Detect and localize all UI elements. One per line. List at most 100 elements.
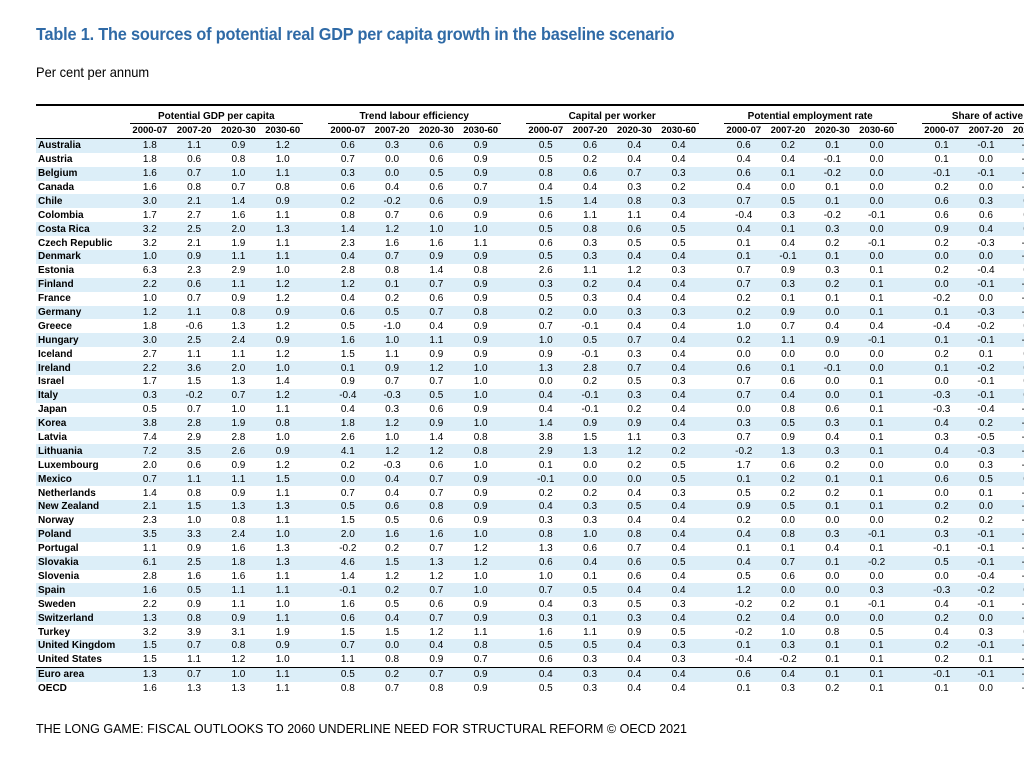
value-cell: 0.0 bbox=[979, 293, 993, 305]
value-cell: 0.5 bbox=[736, 570, 751, 582]
value-cell: -0.1 bbox=[1008, 458, 1024, 472]
table-row: Hungary 3.0 2.5 2.4 0.9 1.6 1.0 1.1 0.9 1.0 0.5 0.7… bbox=[36, 333, 1024, 348]
value-cell: 0.2 bbox=[919, 638, 964, 653]
value-cell: 0.2 bbox=[583, 154, 598, 166]
value-cell: 0.1 bbox=[869, 404, 884, 416]
table-row: Poland 3.5 3.3 2.4 1.0 2.0 1.6 1.6 1.0 0.8 1.0 0.8 0… bbox=[36, 527, 1024, 542]
value-cell: 0.6 bbox=[979, 209, 993, 221]
value-cell: 0.9 bbox=[473, 293, 488, 305]
column-gap bbox=[899, 458, 920, 472]
value-cell: 0.3 bbox=[765, 638, 811, 653]
column-gap bbox=[701, 514, 722, 528]
table-row: Austria 1.8 0.6 0.8 1.0 0.7 0.0 0.6 0.9 0.5 0.2 0.4… bbox=[36, 153, 1024, 167]
value-cell: 2.8 bbox=[171, 416, 217, 431]
value-cell: 0.0 bbox=[963, 250, 1009, 264]
value-cell: 0.4 bbox=[656, 250, 701, 264]
value-cell: 0.4 bbox=[656, 388, 701, 403]
value-cell: 1.3 bbox=[127, 666, 172, 682]
value-cell: 1.1 bbox=[275, 487, 290, 499]
column-gap bbox=[304, 194, 326, 209]
value-cell: -0.1 bbox=[963, 333, 1009, 348]
value-cell: 2.7 bbox=[142, 348, 157, 360]
value-cell: 3.2 bbox=[142, 626, 157, 638]
column-gap bbox=[700, 388, 722, 403]
value-cell: 0.0 bbox=[854, 250, 899, 264]
country-cell: Slovakia bbox=[36, 555, 128, 570]
column-gap bbox=[898, 681, 920, 692]
country-cell: OECD bbox=[36, 681, 128, 692]
value-cell: -0.2 bbox=[933, 293, 951, 305]
value-cell: -0.2 bbox=[1008, 277, 1024, 292]
value-cell: -0.1 bbox=[523, 472, 568, 487]
table-row: Portugal 1.1 0.9 1.6 1.3 -0.2 0.2 0.7 1.2 1.3 0.6 0… bbox=[36, 542, 1024, 556]
column-group-label: Potential GDP per capita bbox=[129, 110, 303, 124]
value-cell: 1.6 bbox=[385, 237, 400, 249]
column-gap bbox=[899, 236, 920, 250]
country-cell: Italy bbox=[36, 388, 128, 403]
table-row: Chile 3.0 2.1 1.4 0.9 0.2 -0.2 0.6 0.9 1.5 1.4 0.8 0… bbox=[36, 194, 1024, 209]
period-header: 2030-60 bbox=[458, 124, 503, 139]
value-cell: 0.1 bbox=[810, 666, 855, 682]
value-cell: 2.2 bbox=[127, 277, 172, 292]
value-cell: 0.6 bbox=[429, 598, 444, 610]
value-cell: 0.7 bbox=[414, 583, 459, 598]
value-cell: 0.1 bbox=[919, 138, 964, 153]
value-cell: 0.4 bbox=[671, 154, 686, 166]
country-cell: Czech Republic bbox=[38, 237, 113, 249]
country-cell: Israel bbox=[38, 376, 65, 388]
value-cell: 0.8 bbox=[231, 154, 246, 166]
value-cell: 1.0 bbox=[275, 154, 290, 166]
column-gap bbox=[503, 375, 524, 389]
value-cell: 1.1 bbox=[583, 626, 598, 638]
value-cell: 1.9 bbox=[275, 626, 290, 638]
value-cell: 0.6 bbox=[325, 305, 370, 320]
value-cell: 0.9 bbox=[260, 638, 305, 653]
value-cell: 0.3 bbox=[810, 444, 855, 459]
column-group-label: Capital per worker bbox=[525, 110, 699, 124]
value-cell: 3.0 bbox=[127, 333, 172, 348]
value-cell: 0.6 bbox=[627, 570, 642, 582]
value-cell: 0.5 bbox=[340, 320, 355, 332]
period-header: 2020-30 bbox=[216, 124, 261, 139]
value-cell: -0.1 bbox=[765, 250, 811, 264]
value-cell: 0.0 bbox=[919, 277, 964, 292]
country-cell: Korea bbox=[36, 416, 128, 431]
value-cell: 3.8 bbox=[127, 416, 172, 431]
value-cell: 0.4 bbox=[340, 293, 355, 305]
value-cell: 0.4 bbox=[627, 654, 642, 666]
value-cell: 0.4 bbox=[369, 472, 415, 487]
column-gap bbox=[899, 375, 920, 389]
value-cell: -0.3 bbox=[963, 444, 1009, 459]
value-cell: 7.2 bbox=[127, 444, 172, 459]
value-cell: 3.3 bbox=[171, 527, 217, 542]
table-row: Sweden 2.2 0.9 1.1 1.0 1.6 0.5 0.6 0.9 0.4 0.3 0.5 0… bbox=[36, 597, 1024, 611]
value-cell: 0.0 bbox=[854, 361, 899, 376]
value-cell: 2.4 bbox=[216, 527, 261, 542]
value-cell: 0.9 bbox=[473, 515, 488, 527]
value-cell: 0.5 bbox=[671, 626, 686, 638]
value-cell: 0.3 bbox=[781, 209, 795, 221]
value-cell: 0.6 bbox=[429, 459, 444, 471]
value-cell: -0.1 bbox=[1008, 500, 1024, 514]
value-cell: 0.4 bbox=[869, 320, 884, 332]
period-header: 2030-60 bbox=[854, 124, 899, 139]
value-cell: -0.2 bbox=[1008, 292, 1024, 306]
value-cell: 1.0 bbox=[458, 222, 503, 237]
value-cell: 0.1 bbox=[369, 277, 415, 292]
value-cell: 0.3 bbox=[583, 293, 598, 305]
value-cell: -0.2 bbox=[963, 361, 1009, 376]
value-cell: 0.3 bbox=[325, 166, 370, 181]
column-gap bbox=[700, 500, 722, 514]
column-gap bbox=[700, 333, 722, 348]
value-cell: 0.2 bbox=[765, 472, 811, 487]
value-cell: 0.3 bbox=[721, 416, 766, 431]
value-cell: 0.8 bbox=[216, 305, 261, 320]
value-cell: 1.0 bbox=[127, 250, 172, 264]
value-cell: 0.3 bbox=[979, 626, 993, 638]
value-cell: 0.1 bbox=[825, 598, 840, 610]
value-cell: 0.9 bbox=[538, 348, 553, 360]
table-row: Finland 2.2 0.6 1.1 1.2 1.2 0.1 0.7 0.9 0.3 0.2 0.4… bbox=[36, 277, 1024, 292]
column-gap bbox=[503, 597, 524, 611]
period-header: 2007-20 bbox=[567, 124, 613, 139]
value-cell: 1.0 bbox=[473, 570, 488, 582]
